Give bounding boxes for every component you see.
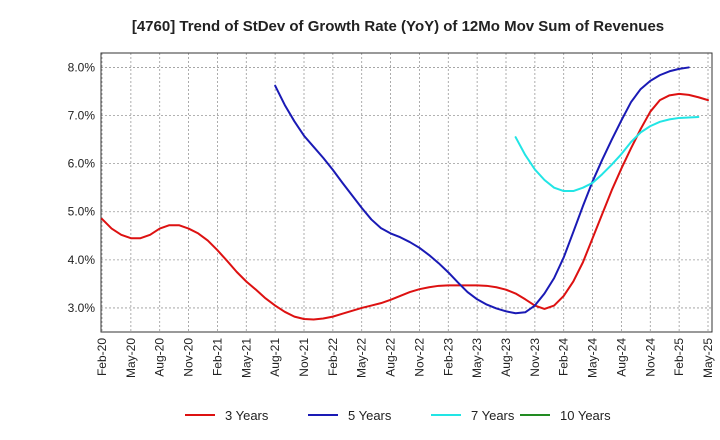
x-tick-label: May-22 (355, 338, 369, 378)
series-line-5-years (274, 66, 690, 315)
x-tick-label: May-25 (701, 338, 715, 378)
y-tick-label: 8.0% (68, 60, 96, 74)
series-lines (101, 66, 709, 321)
x-tick-label: Feb-21 (210, 338, 224, 376)
x-tick-label: Nov-24 (643, 338, 657, 377)
legend-label-5-years: 5 Years (348, 408, 392, 423)
x-tick-label: May-24 (586, 338, 600, 378)
x-axis: Feb-20 May-20 Aug-20 Nov-20 Feb-21 May-21 Aug-… (95, 338, 715, 378)
x-tick-label: Nov-20 (182, 338, 196, 377)
y-tick-label: 5.0% (68, 205, 96, 219)
x-tick-label: Nov-23 (528, 338, 542, 377)
x-tick-label: Nov-22 (412, 338, 426, 377)
x-tick-label: May-23 (470, 338, 484, 378)
x-tick-label: May-21 (239, 338, 253, 378)
x-tick-label: Feb-23 (441, 338, 455, 376)
x-tick-label: Nov-21 (297, 338, 311, 377)
x-tick-label: Aug-24 (614, 338, 628, 377)
y-tick-label: 3.0% (68, 301, 96, 315)
x-tick-label: Feb-22 (326, 338, 340, 376)
x-tick-label: Feb-20 (95, 338, 109, 376)
y-axis: 3.0% 4.0% 5.0% 6.0% 7.0% 8.0% (68, 60, 96, 315)
grid (101, 53, 712, 332)
y-tick-label: 7.0% (68, 109, 96, 123)
legend-label-7-years: 7 Years (471, 408, 515, 423)
series-line-7-years (514, 115, 700, 193)
x-tick-label: Aug-20 (153, 338, 167, 377)
y-tick-label: 4.0% (68, 253, 96, 267)
chart-title: [4760] Trend of StDev of Growth Rate (Yo… (132, 18, 664, 35)
x-tick-label: Aug-21 (268, 338, 282, 377)
x-tick-label: Feb-24 (557, 338, 571, 376)
x-tick-label: May-20 (124, 338, 138, 378)
legend-label-3-years: 3 Years (225, 408, 269, 423)
y-tick-label: 6.0% (68, 157, 96, 171)
plot-area-border (100, 52, 713, 333)
x-tick-label: Aug-22 (384, 338, 398, 377)
legend-label-10-years: 10 Years (560, 408, 611, 423)
x-tick-label: Feb-25 (672, 338, 686, 376)
x-tick-label: Aug-23 (499, 338, 513, 377)
series-line-3-years (101, 92, 709, 321)
legend: 3 Years 5 Years 7 Years 10 Years (185, 408, 611, 423)
